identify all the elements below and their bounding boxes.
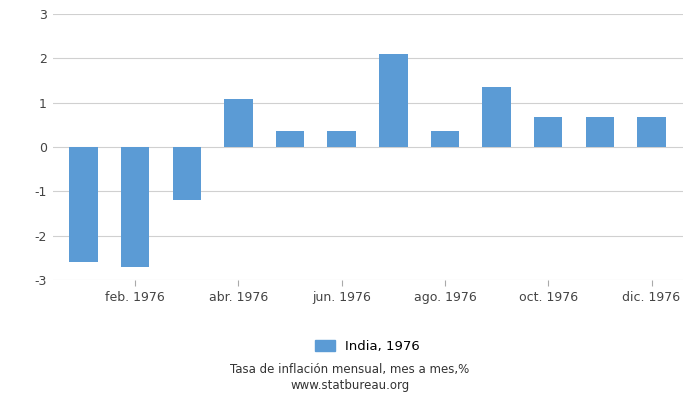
Bar (534, 117, 562, 147)
Bar (586, 117, 614, 147)
Text: www.statbureau.org: www.statbureau.org (290, 380, 410, 392)
Legend: India, 1976: India, 1976 (309, 334, 426, 358)
Bar (430, 132, 459, 147)
Bar (69, 147, 98, 262)
Bar (224, 99, 253, 147)
Bar (379, 54, 407, 147)
Text: Tasa de inflación mensual, mes a mes,%: Tasa de inflación mensual, mes a mes,% (230, 364, 470, 376)
Bar (121, 147, 149, 267)
Bar (173, 147, 201, 200)
Bar (637, 117, 666, 147)
Bar (328, 132, 356, 147)
Bar (276, 132, 304, 147)
Bar (482, 87, 511, 147)
